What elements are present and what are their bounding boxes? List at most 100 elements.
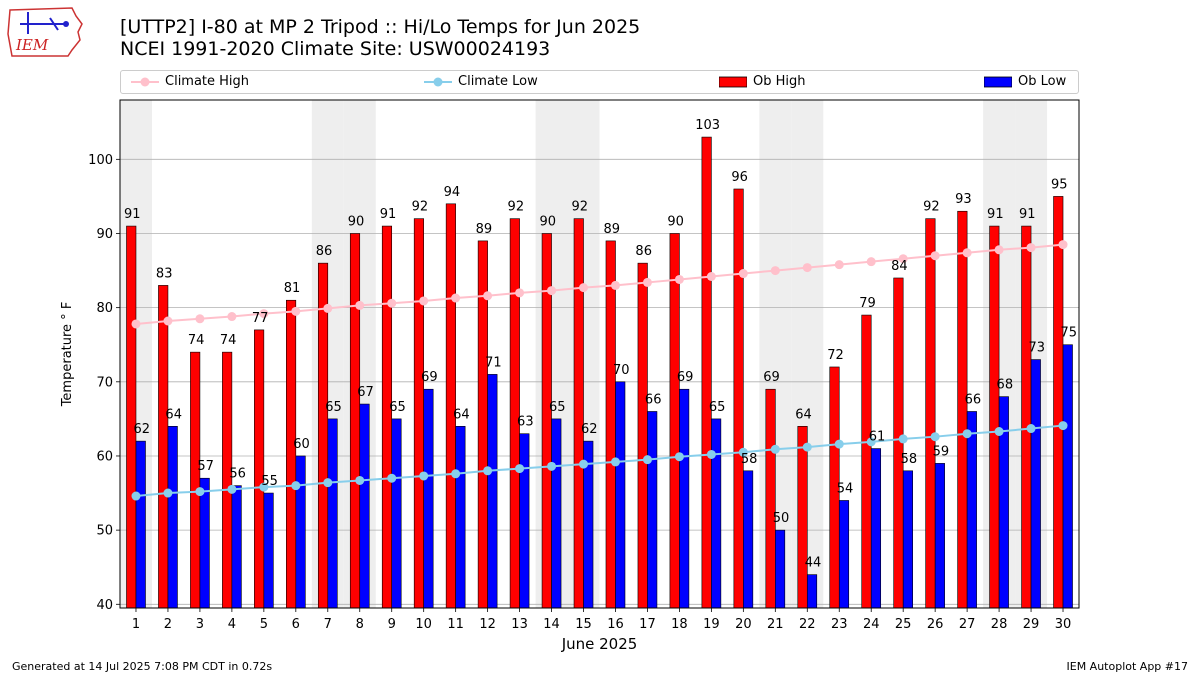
climate-low-point [770,444,780,454]
y-tick-label: 60 [96,449,113,464]
footer-generated: Generated at 14 Jul 2025 7:08 PM CDT in … [12,660,273,673]
ob-high-bar [413,218,424,609]
x-tick-label: 20 [735,617,752,632]
ob-high-label: 74 [188,333,205,348]
y-tick-label: 70 [96,375,113,390]
climate-high-point [163,316,173,326]
ob-high-bar [989,225,1000,609]
climate-low-point [547,461,557,471]
ob-low-bar [615,381,626,609]
ob-low-bar [711,418,722,609]
ob-high-bar [286,299,297,609]
climate-high-point [834,260,844,270]
ob-high-label: 94 [444,185,461,200]
climate-low-point [227,484,237,494]
x-tick-label: 5 [260,617,268,632]
ob-low-bar [647,411,658,609]
ob-high-bar [797,426,808,609]
legend-swatch-icon [719,76,747,87]
climate-high-point [451,293,461,303]
title-line-1: [UTTP2] I-80 at MP 2 Tripod :: Hi/Lo Tem… [120,16,641,38]
ob-high-label: 74 [220,333,237,348]
ob-low-label: 60 [293,437,310,452]
ob-high-bar [861,314,872,609]
ob-low-label: 58 [901,452,918,467]
climate-high-point [259,309,269,319]
climate-high-point [323,303,333,313]
x-tick-label: 21 [767,617,784,632]
climate-low-point [642,455,652,465]
ob-low-label: 69 [421,370,438,385]
title-line-2: NCEI 1991-2020 Climate Site: USW00024193 [120,38,551,60]
climate-high-point [387,298,397,308]
x-tick-label: 12 [479,617,496,632]
ob-low-label: 66 [645,392,662,407]
climate-high-point [770,266,780,276]
climate-low-point [419,471,429,481]
ob-high-bar [1053,196,1064,609]
ob-high-label: 64 [795,407,812,422]
climate-high-point [866,257,876,267]
ob-low-bar [359,403,370,609]
ob-high-bar [669,233,680,609]
ob-low-label: 65 [389,400,406,415]
logo-text: IEM [15,36,49,54]
ob-low-bar [231,485,242,609]
y-axis-label: Temperature ° F [60,302,75,408]
legend-item-climate-high: Climate High [131,74,249,89]
ob-low-bar [167,426,178,609]
x-tick-label: 25 [895,617,912,632]
ob-low-label: 68 [997,378,1014,393]
climate-low-point [323,478,333,488]
ob-high-label: 92 [923,200,940,215]
ob-low-label: 71 [485,355,502,370]
ob-high-bar [349,233,361,609]
climate-high-point [419,296,429,306]
ob-high-bar [573,218,584,609]
x-tick-label: 8 [356,617,364,632]
climate-high-point [547,286,557,296]
ob-high-bar [126,225,137,609]
ob-high-bar [190,351,201,609]
legend-item-ob-low: Ob Low [984,74,1066,89]
x-tick-label: 23 [831,617,848,632]
ob-low-label: 63 [517,415,534,430]
x-tick-label: 18 [671,617,688,632]
ob-high-label: 91 [1019,207,1036,222]
x-tick-label: 10 [415,617,432,632]
x-tick-label: 1 [132,617,140,632]
climate-low-point [898,434,908,444]
ob-high-bar [605,240,616,609]
ob-high-bar [637,262,648,609]
ob-low-label: 54 [837,481,854,496]
climate-low-point [962,429,972,439]
ob-low-bar [423,388,434,609]
ob-low-label: 55 [261,474,278,489]
climate-low-point [994,426,1004,436]
ob-high-bar [701,136,712,609]
ob-low-label: 44 [805,556,822,571]
x-tick-label: 4 [228,617,236,632]
ob-high-label: 86 [316,244,333,259]
climate-low-point [674,452,684,462]
climate-high-point [483,291,493,301]
ob-low-bar [743,470,754,609]
ob-low-label: 59 [933,444,950,459]
climate-high-point [515,288,525,298]
climate-high-point [1058,240,1068,250]
ob-high-label: 84 [891,259,908,274]
x-tick-label: 24 [863,617,880,632]
climate-high-point [962,248,972,258]
climate-high-point [355,300,365,310]
ob-low-bar [934,463,945,609]
iem-logo: IEM [7,7,83,57]
ob-low-bar [966,411,977,609]
ob-low-bar [199,477,210,609]
ob-low-bar [391,418,402,609]
ob-high-label: 79 [859,296,876,311]
ob-low-bar [263,492,274,609]
ob-high-label: 90 [348,214,365,229]
ob-high-label: 92 [412,200,429,215]
ob-high-label: 86 [635,244,652,259]
y-tick-label: 40 [96,598,113,613]
